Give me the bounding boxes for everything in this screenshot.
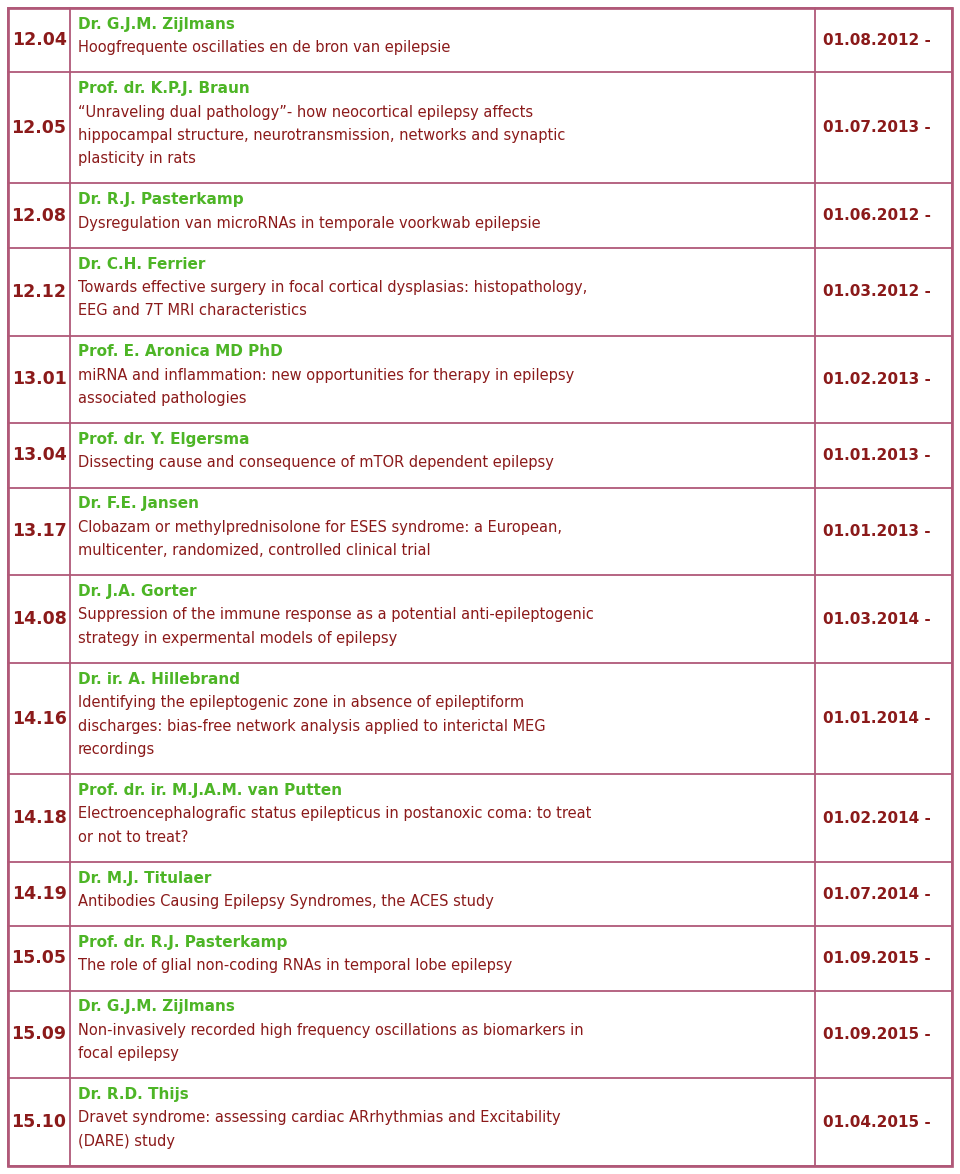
Text: 13.17: 13.17 — [12, 522, 66, 540]
Text: 01.03.2012 -: 01.03.2012 - — [823, 284, 931, 299]
Text: Clobazam or methylprednisolone for ESES syndrome: a European,: Clobazam or methylprednisolone for ESES … — [78, 520, 562, 534]
Text: 15.05: 15.05 — [12, 950, 66, 967]
Text: 12.12: 12.12 — [12, 283, 66, 301]
Text: Dissecting cause and consequence of mTOR dependent epilepsy: Dissecting cause and consequence of mTOR… — [78, 456, 554, 471]
Text: Electroencephalografic status epilepticus in postanoxic coma: to treat: Electroencephalografic status epilepticu… — [78, 807, 591, 822]
Text: Identifying the epileptogenic zone in absence of epileptiform: Identifying the epileptogenic zone in ab… — [78, 695, 524, 710]
Text: 01.02.2013 -: 01.02.2013 - — [823, 372, 931, 387]
Text: Dr. G.J.M. Zijlmans: Dr. G.J.M. Zijlmans — [78, 999, 235, 1014]
Text: Dr. G.J.M. Zijlmans: Dr. G.J.M. Zijlmans — [78, 16, 235, 32]
Text: 14.16: 14.16 — [12, 709, 66, 728]
Text: Dravet syndrome: assessing cardiac ARrhythmias and Excitability: Dravet syndrome: assessing cardiac ARrhy… — [78, 1111, 561, 1126]
Text: Prof. dr. Y. Elgersma: Prof. dr. Y. Elgersma — [78, 432, 250, 447]
Text: 01.06.2012 -: 01.06.2012 - — [823, 208, 931, 223]
Text: (DARE) study: (DARE) study — [78, 1134, 175, 1149]
Text: Dr. J.A. Gorter: Dr. J.A. Gorter — [78, 585, 197, 599]
Text: 14.18: 14.18 — [12, 809, 66, 826]
Text: plasticity in rats: plasticity in rats — [78, 151, 196, 167]
Text: Dr. ir. A. Hillebrand: Dr. ir. A. Hillebrand — [78, 672, 240, 687]
Text: 01.02.2014 -: 01.02.2014 - — [823, 810, 931, 825]
Text: Dr. R.D. Thijs: Dr. R.D. Thijs — [78, 1087, 189, 1102]
Text: Prof. dr. K.P.J. Braun: Prof. dr. K.P.J. Braun — [78, 81, 250, 96]
Text: 12.04: 12.04 — [12, 32, 66, 49]
Text: associated pathologies: associated pathologies — [78, 391, 247, 406]
Text: 01.01.2013 -: 01.01.2013 - — [823, 448, 930, 463]
Text: “Unraveling dual pathology”- how neocortical epilepsy affects: “Unraveling dual pathology”- how neocort… — [78, 104, 533, 120]
Text: 13.01: 13.01 — [12, 370, 66, 389]
Text: focal epilepsy: focal epilepsy — [78, 1046, 179, 1061]
Text: 01.07.2013 -: 01.07.2013 - — [823, 121, 931, 135]
Text: 12.05: 12.05 — [12, 119, 66, 137]
Text: or not to treat?: or not to treat? — [78, 830, 188, 845]
Text: 14.08: 14.08 — [12, 610, 66, 628]
Text: 01.09.2015 -: 01.09.2015 - — [823, 951, 931, 966]
Text: EEG and 7T MRI characteristics: EEG and 7T MRI characteristics — [78, 303, 307, 318]
Text: Antibodies Causing Epilepsy Syndromes, the ACES study: Antibodies Causing Epilepsy Syndromes, t… — [78, 895, 493, 909]
Text: Non-invasively recorded high frequency oscillations as biomarkers in: Non-invasively recorded high frequency o… — [78, 1023, 584, 1038]
Text: Prof. E. Aronica MD PhD: Prof. E. Aronica MD PhD — [78, 344, 283, 359]
Text: 14.19: 14.19 — [12, 885, 66, 903]
Text: 01.08.2012 -: 01.08.2012 - — [823, 33, 931, 48]
Text: Hoogfrequente oscillaties en de bron van epilepsie: Hoogfrequente oscillaties en de bron van… — [78, 40, 450, 55]
Text: Suppression of the immune response as a potential anti-epileptogenic: Suppression of the immune response as a … — [78, 607, 594, 622]
Text: hippocampal structure, neurotransmission, networks and synaptic: hippocampal structure, neurotransmission… — [78, 128, 565, 143]
Text: 01.04.2015 -: 01.04.2015 - — [823, 1114, 931, 1129]
Text: Towards effective surgery in focal cortical dysplasias: histopathology,: Towards effective surgery in focal corti… — [78, 279, 588, 295]
Text: 01.09.2015 -: 01.09.2015 - — [823, 1027, 931, 1041]
Text: Dysregulation van microRNAs in temporale voorkwab epilepsie: Dysregulation van microRNAs in temporale… — [78, 216, 540, 230]
Text: 15.10: 15.10 — [12, 1113, 66, 1131]
Text: Prof. dr. ir. M.J.A.M. van Putten: Prof. dr. ir. M.J.A.M. van Putten — [78, 783, 342, 798]
Text: miRNA and inflammation: new opportunities for therapy in epilepsy: miRNA and inflammation: new opportunitie… — [78, 367, 574, 383]
Text: discharges: bias-free network analysis applied to interictal MEG: discharges: bias-free network analysis a… — [78, 718, 545, 734]
Text: 01.01.2014 -: 01.01.2014 - — [823, 711, 930, 726]
Text: recordings: recordings — [78, 742, 156, 757]
Text: 15.09: 15.09 — [12, 1025, 66, 1044]
Text: 01.07.2014 -: 01.07.2014 - — [823, 886, 931, 902]
Text: 12.08: 12.08 — [12, 207, 66, 224]
Text: 01.01.2013 -: 01.01.2013 - — [823, 524, 930, 539]
Text: Dr. C.H. Ferrier: Dr. C.H. Ferrier — [78, 257, 205, 271]
Text: Prof. dr. R.J. Pasterkamp: Prof. dr. R.J. Pasterkamp — [78, 935, 287, 950]
Text: 13.04: 13.04 — [12, 446, 66, 465]
Text: The role of glial non-coding RNAs in temporal lobe epilepsy: The role of glial non-coding RNAs in tem… — [78, 958, 513, 973]
Text: multicenter, randomized, controlled clinical trial: multicenter, randomized, controlled clin… — [78, 544, 431, 558]
Text: strategy in expermental models of epilepsy: strategy in expermental models of epilep… — [78, 630, 397, 646]
Text: Dr. R.J. Pasterkamp: Dr. R.J. Pasterkamp — [78, 193, 244, 208]
Text: Dr. F.E. Jansen: Dr. F.E. Jansen — [78, 497, 199, 512]
Text: 01.03.2014 -: 01.03.2014 - — [823, 612, 931, 627]
Text: Dr. M.J. Titulaer: Dr. M.J. Titulaer — [78, 871, 211, 885]
